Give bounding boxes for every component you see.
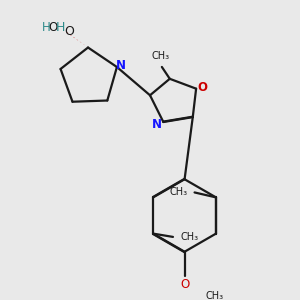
Text: H: H (41, 21, 50, 34)
Text: O: O (180, 278, 189, 291)
Text: H: H (55, 21, 65, 34)
Text: CH₃: CH₃ (206, 291, 224, 300)
Text: CH₃: CH₃ (169, 188, 187, 197)
Text: CH₃: CH₃ (151, 51, 169, 61)
Text: N: N (116, 59, 126, 72)
Text: O: O (64, 25, 74, 38)
Text: CH₃: CH₃ (180, 232, 198, 242)
Text: N: N (152, 118, 162, 131)
Text: O: O (49, 21, 58, 34)
Text: O: O (197, 80, 207, 94)
